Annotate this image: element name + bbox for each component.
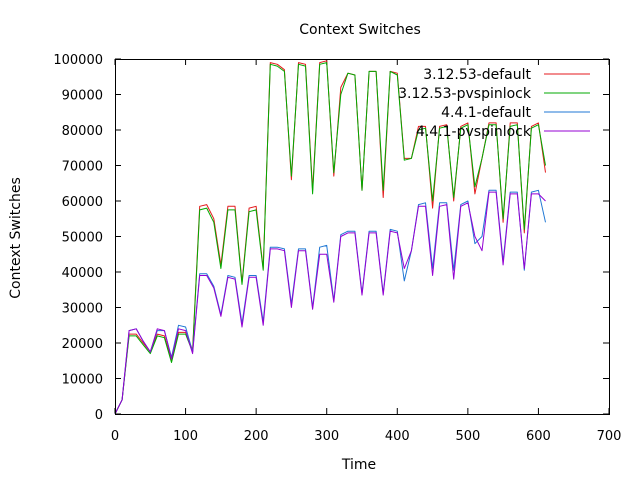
y-tick-label: 40000 bbox=[62, 266, 103, 281]
series-line-3-12-53-pvspinlock bbox=[114, 62, 546, 415]
y-tick-label: 60000 bbox=[62, 195, 103, 210]
x-axis-ticks: 0 100 200 300 400 500 600 700 bbox=[111, 59, 622, 444]
series-line-4-4-1-default bbox=[114, 189, 546, 415]
y-tick-label: 50000 bbox=[62, 231, 103, 246]
x-tick-label: 300 bbox=[314, 429, 339, 444]
x-tick-label: 400 bbox=[385, 429, 410, 444]
legend-label-3-12-53-pvspinlock: 3.12.53-pvspinlock bbox=[398, 86, 532, 102]
series-layer bbox=[114, 60, 546, 415]
y-tick-label: 100000 bbox=[53, 53, 103, 68]
x-tick-label: 700 bbox=[597, 429, 622, 444]
y-tick-label: 80000 bbox=[62, 124, 103, 139]
x-tick-label: 0 bbox=[111, 429, 119, 444]
x-tick-label: 500 bbox=[455, 429, 480, 444]
plot-frame bbox=[115, 59, 610, 415]
legend-label-4-4-1-pvspinlock: 4.4.1-pvspinlock bbox=[416, 124, 532, 140]
chart-title: Context Switches bbox=[299, 22, 421, 38]
y-tick-label: 20000 bbox=[62, 337, 103, 352]
y-tick-label: 0 bbox=[95, 408, 103, 423]
y-axis-ticks: 0 10000 20000 30000 40000 50000 60000 70000 8000… bbox=[53, 53, 609, 423]
legend-label-3-12-53-default: 3.12.53-default bbox=[423, 67, 531, 83]
x-tick-label: 600 bbox=[526, 429, 551, 444]
x-tick-label: 200 bbox=[244, 429, 269, 444]
x-axis-label: Time bbox=[341, 457, 376, 473]
y-axis-label: Context Switches bbox=[8, 177, 24, 299]
legend: 3.12.53-default 3.12.53-pvspinlock 4.4.1-d… bbox=[398, 67, 590, 140]
y-tick-label: 70000 bbox=[62, 160, 103, 175]
y-tick-label: 90000 bbox=[62, 89, 103, 104]
y-tick-label: 30000 bbox=[62, 302, 103, 317]
y-tick-label: 10000 bbox=[62, 373, 103, 388]
series-line-4-4-1-pvspinlock bbox=[114, 191, 546, 415]
x-tick-label: 100 bbox=[173, 429, 198, 444]
legend-label-4-4-1-default: 4.4.1-default bbox=[441, 105, 531, 121]
